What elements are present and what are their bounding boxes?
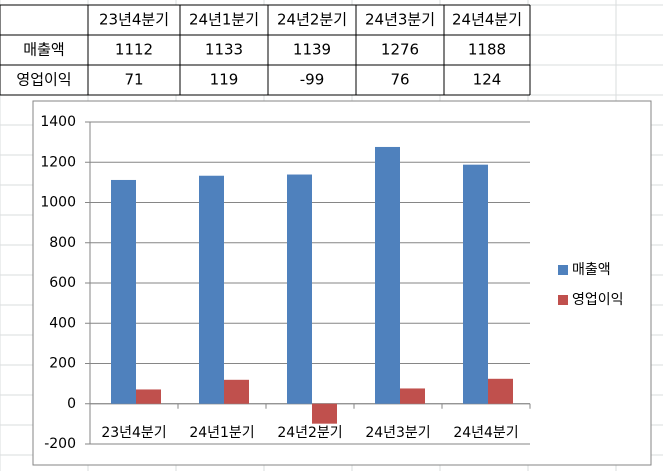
y-tick-label: 0 [67,396,76,412]
y-tick-label: 1000 [40,195,76,211]
row-label: 영업이익 [16,71,71,89]
y-tick-label: 800 [49,235,76,251]
table-cell: 1276 [381,41,419,59]
table-cell: 1112 [115,41,153,59]
table-cell: -99 [300,71,325,89]
table-header: 24년1분기 [189,11,259,29]
x-tick-label: 24년1분기 [189,425,254,441]
bar [463,164,488,404]
table-cell: 1133 [205,41,243,59]
bar [224,379,249,404]
x-tick-label: 24년3분기 [365,425,430,441]
chart: -200 0 200 400 600 800 1000 1200 1400 23년4분기 24년1분… [32,100,652,466]
row-label: 매출액 [23,41,64,59]
bar [199,175,224,404]
table-bg [0,5,530,95]
bar [488,378,513,404]
bar [136,389,161,404]
bar [375,146,400,404]
table-cell: 1139 [293,41,331,59]
table-header: 24년4분기 [452,11,522,29]
bar [312,403,337,424]
table-header: 24년2분기 [277,11,347,29]
bar [287,174,312,404]
y-tick-label: 200 [49,356,76,372]
table-header: 24년3분기 [365,11,435,29]
table-cell: 76 [390,71,409,89]
table-header: 23년4분기 [99,11,169,29]
y-tick-label: 400 [49,315,76,331]
y-tick-label: 1400 [40,114,76,130]
table-cell: 124 [473,71,502,89]
x-tick-label: 24년4분기 [453,425,518,441]
table-cell: 71 [124,71,143,89]
y-tick-label: 1200 [40,154,76,170]
legend-label: 영업이익 [572,292,624,308]
table-cell: 1188 [468,41,506,59]
legend-swatch [558,295,568,305]
bar [400,388,425,404]
x-tick-label: 24년2분기 [277,425,342,441]
y-tick-label: 600 [49,275,76,291]
bar [111,179,136,404]
legend-swatch [558,265,568,275]
y-tick-label: -200 [44,436,76,452]
legend-label: 매출액 [572,262,611,278]
x-tick-label: 23년4분기 [101,425,166,441]
table-cell: 119 [210,71,239,89]
